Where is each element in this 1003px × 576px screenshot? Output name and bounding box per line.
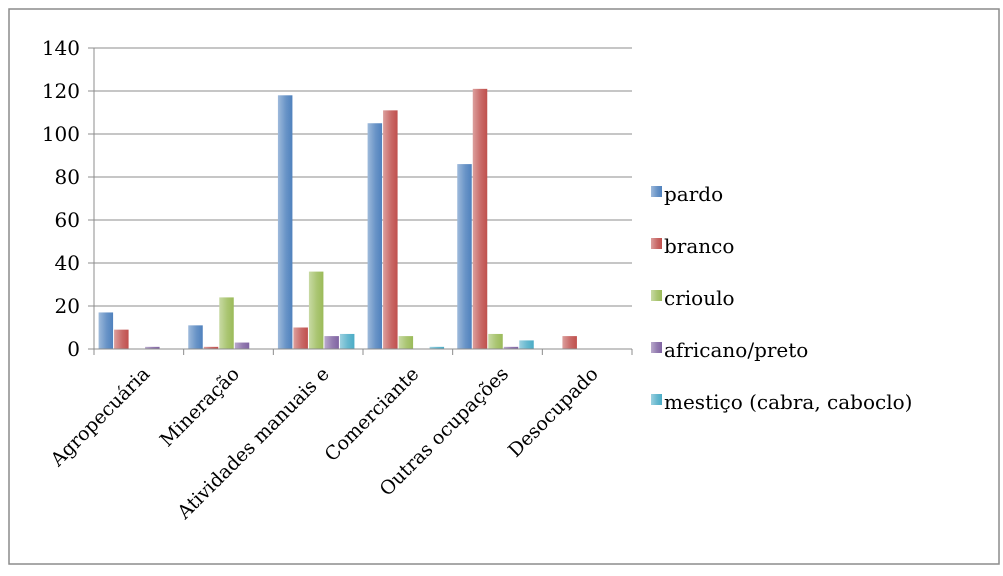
legend-item: pardo: [651, 182, 723, 206]
legend-item: crioulo: [651, 286, 735, 310]
legend: pardo branco crioulo africano/preto mestiço …: [651, 182, 912, 414]
y-tick-label: 140: [42, 36, 80, 60]
legend-swatch: [651, 394, 662, 405]
bar-crioulo-3: [398, 336, 414, 349]
y-tick-label: 80: [55, 165, 80, 189]
legend-label: mestiço (cabra, caboclo): [664, 390, 912, 414]
bar-branco-1: [203, 346, 219, 349]
legend-item: africano/preto: [651, 338, 808, 362]
legend-label: crioulo: [664, 286, 735, 310]
bar-branco-0: [114, 329, 129, 349]
axes: [88, 47, 633, 355]
bars: [98, 88, 577, 349]
y-tick-label: 60: [55, 208, 80, 232]
bar-pardo-2: [277, 95, 293, 349]
bar-africano-preto-0: [145, 346, 160, 349]
y-tick-label: 20: [55, 294, 80, 318]
y-tick-label: 120: [42, 79, 80, 103]
bar-crioulo-2: [308, 271, 324, 349]
bar-pardo-0: [98, 312, 114, 349]
legend-label: branco: [664, 234, 734, 258]
chart-border: [8, 8, 1000, 565]
bar-mesti-o-cabra-caboclo--3: [429, 346, 445, 349]
legend-item: branco: [651, 234, 734, 258]
legend-swatch: [651, 186, 662, 197]
bar-crioulo-4: [488, 333, 503, 349]
bar-pardo-1: [188, 325, 203, 349]
legend-swatch: [651, 238, 662, 249]
bar-africano-preto-2: [324, 336, 339, 349]
legend-item: mestiço (cabra, caboclo): [651, 390, 912, 414]
bar-pardo-4: [457, 164, 472, 349]
y-tick-label: 100: [42, 122, 80, 146]
bar-pardo-3: [367, 123, 383, 349]
y-tick-label: 0: [67, 337, 80, 361]
bar-mesti-o-cabra-caboclo--2: [339, 333, 355, 349]
legend-swatch: [651, 342, 662, 353]
legend-label: africano/preto: [664, 338, 808, 362]
legend-label: pardo: [664, 182, 723, 206]
bar-mesti-o-cabra-caboclo--4: [519, 340, 534, 349]
y-tick-label: 40: [55, 251, 80, 275]
bar-africano-preto-1: [234, 342, 250, 349]
bar-branco-3: [383, 110, 398, 349]
bar-branco-5: [562, 336, 577, 349]
gridlines: [94, 47, 632, 307]
bar-crioulo-1: [219, 297, 234, 349]
bar-branco-4: [472, 88, 488, 349]
bar-branco-2: [293, 327, 308, 349]
bar-africano-preto-4: [503, 346, 519, 349]
legend-swatch: [651, 290, 662, 301]
